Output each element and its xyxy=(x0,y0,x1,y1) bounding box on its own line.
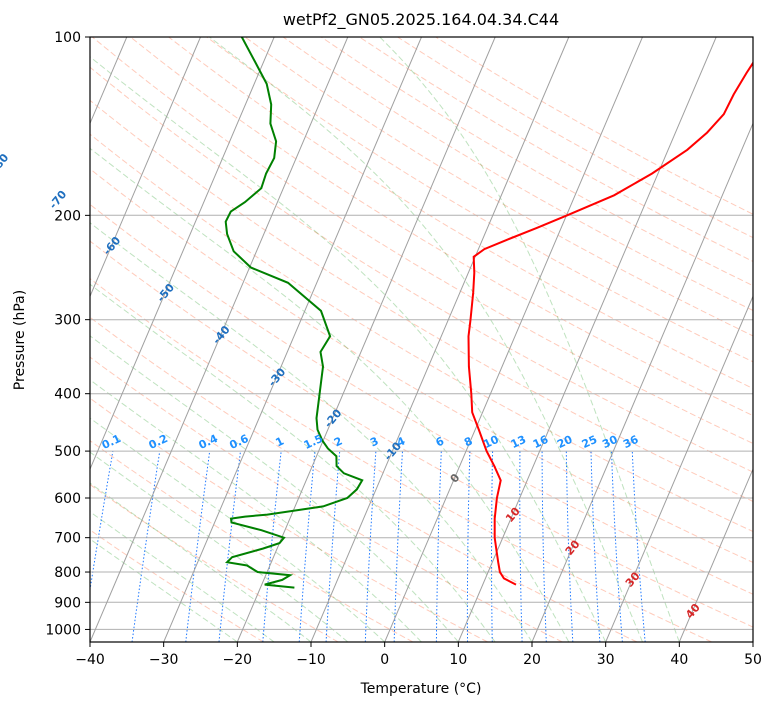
chart-title: wetPf2_GN05.2025.164.04.34.C44 xyxy=(283,10,559,30)
dry-adiabat xyxy=(90,203,753,595)
dry-adiabat xyxy=(130,37,753,417)
y-tick-label: 300 xyxy=(54,313,81,329)
y-tick-label: 500 xyxy=(54,444,81,460)
mixing-ratio-line xyxy=(565,451,574,642)
y-tick-label: 200 xyxy=(54,208,81,224)
x-axis-title: Temperature (°C) xyxy=(360,681,482,697)
dry-adiabats xyxy=(90,37,753,642)
dry-adiabat xyxy=(282,37,753,312)
moist-adiabat xyxy=(209,37,643,642)
moist-adiabat xyxy=(90,147,570,642)
moist-adiabat xyxy=(90,511,275,642)
isotherm-line xyxy=(457,37,717,642)
mixing-ratio-line xyxy=(298,451,316,642)
moist-adiabats xyxy=(90,37,680,642)
y-tick-label: 100 xyxy=(54,30,81,46)
mixing-ratio-line xyxy=(541,451,547,642)
isotherm-line xyxy=(384,37,643,642)
moist-adiabat xyxy=(90,451,349,642)
isotherm-line xyxy=(90,37,349,642)
x-tick-label: −30 xyxy=(149,652,179,668)
mixing-ratio-line xyxy=(466,451,471,642)
x-tick-label: 30 xyxy=(597,652,615,668)
mixing-ratio-line xyxy=(611,451,623,642)
mixing-ratio-label: 20 xyxy=(555,433,575,451)
moist-adiabat xyxy=(90,222,533,642)
y-axis-title: Pressure (hPa) xyxy=(12,290,28,390)
isotherm-line xyxy=(163,37,422,642)
isotherm-line xyxy=(90,37,201,298)
dry-adiabat xyxy=(90,316,638,642)
profile-line xyxy=(224,37,364,589)
moist-adiabat xyxy=(90,417,386,642)
x-tick-label: −20 xyxy=(223,652,253,668)
mixing-ratio-label: 16 xyxy=(531,433,551,451)
mixing-ratio-line xyxy=(519,451,523,642)
plot-background xyxy=(90,37,753,642)
moist-adiabat xyxy=(90,56,607,642)
mixing-ratio-label: 25 xyxy=(580,433,599,451)
mixing-ratio-line xyxy=(364,451,377,642)
dry-adiabat xyxy=(90,168,753,563)
mixing-ratio-line xyxy=(393,451,403,642)
isotherm-line xyxy=(678,467,753,642)
x-tick-label: 10 xyxy=(449,652,467,668)
mixing-ratio-line xyxy=(325,451,341,642)
moist-adiabat xyxy=(90,482,312,642)
moist-adiabat xyxy=(90,538,238,642)
x-tick-label: 0 xyxy=(380,652,389,668)
x-tick-label: 40 xyxy=(670,652,688,668)
dry-adiabat xyxy=(90,240,753,628)
dry-adiabat xyxy=(206,37,753,363)
isotherm-line xyxy=(752,640,753,642)
y-tick-label: 900 xyxy=(54,595,81,611)
isotherm-line xyxy=(531,122,753,642)
mixing-ratio-label: 13 xyxy=(509,433,528,451)
dry-adiabat xyxy=(90,397,488,642)
mixing-ratio-line xyxy=(218,451,241,642)
profile-series xyxy=(224,37,753,589)
isotherm-line xyxy=(605,295,753,642)
y-tick-label: 1000 xyxy=(45,622,81,638)
dry-adiabat xyxy=(90,66,753,473)
mixing-ratio-label: 30 xyxy=(600,433,620,451)
plot-frame xyxy=(89,36,754,643)
mixing-ratio-label: 36 xyxy=(621,433,641,451)
isotherm-line xyxy=(90,37,275,471)
y-tick-label: 400 xyxy=(54,387,81,403)
isotherm-line xyxy=(310,37,570,642)
x-tick-label: −40 xyxy=(75,652,105,668)
mixing-ratio-line xyxy=(262,451,282,642)
y-axis-ticks: 1000 900 800 700 600 500 400 300 200 100 xyxy=(45,30,90,638)
isotherm-label: -80 xyxy=(0,151,12,175)
y-tick-label: 800 xyxy=(54,565,81,581)
mixing-ratio-line xyxy=(435,451,442,642)
x-axis-ticks: −40 −30 −20 −10 0 10 20 30 40 50 xyxy=(75,642,762,668)
x-tick-label: 50 xyxy=(744,652,762,668)
mixing-ratio-label: 10 xyxy=(481,433,501,451)
y-tick-label: 700 xyxy=(54,531,81,547)
profile-line xyxy=(467,61,753,586)
x-tick-label: −10 xyxy=(296,652,326,668)
y-tick-label: 600 xyxy=(54,491,81,507)
mixing-ratio-line xyxy=(590,451,601,642)
isobar-gridlines xyxy=(90,37,753,630)
moist-adiabat xyxy=(379,37,680,642)
moist-adiabat xyxy=(90,283,496,642)
dry-adiabat xyxy=(90,356,563,642)
dry-adiabat xyxy=(90,133,753,533)
moist-adiabat xyxy=(90,335,459,642)
x-tick-label: 20 xyxy=(523,652,541,668)
